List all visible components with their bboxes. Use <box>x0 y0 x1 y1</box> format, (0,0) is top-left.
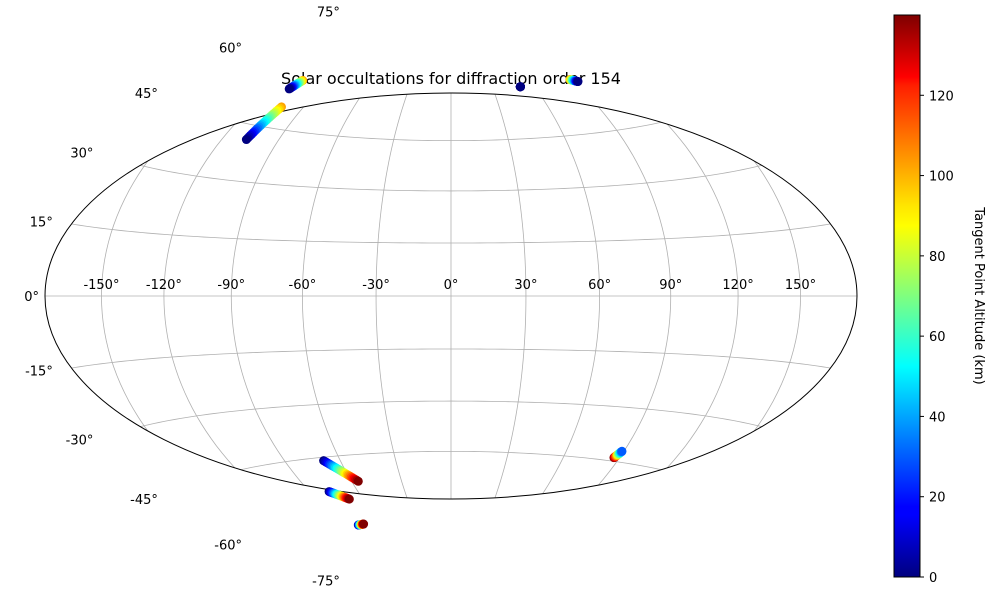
occultation-point <box>359 519 369 529</box>
colorbar-gradient <box>893 14 921 578</box>
colorbar-tick-label: 20 <box>929 491 946 506</box>
latitude-tick-label: -60° <box>214 539 242 554</box>
longitude-tick-label: 30° <box>514 278 537 293</box>
colorbar-ticks: 0 20 40 60 80 100 120 <box>920 89 954 586</box>
longitude-tick-label: -30° <box>362 278 390 293</box>
occultation-point <box>344 494 354 504</box>
latitude-tick-label: 75° <box>317 6 340 21</box>
colorbar: 0 20 40 60 80 100 120 Tangent Point Altitude (… <box>893 14 986 586</box>
latitude-tick-label: -15° <box>25 364 53 379</box>
occultation-point <box>515 82 525 92</box>
longitude-tick-label: 90° <box>659 278 682 293</box>
colorbar-tick-label: 0 <box>929 571 937 586</box>
map-boundary <box>44 92 858 500</box>
latitude-tick-label: -30° <box>66 434 94 449</box>
latitude-tick-label: 45° <box>135 87 158 102</box>
longitude-tick-label: 0° <box>444 278 459 293</box>
gridlines <box>45 19 857 573</box>
parallel-line <box>99 400 803 440</box>
occultation-point <box>573 77 583 87</box>
colorbar-label: Tangent Point Altitude (km) <box>971 206 986 384</box>
latitude-tick-label: -45° <box>130 493 158 508</box>
latitude-tick-label: 15° <box>30 216 53 231</box>
latitude-tick-label: 30° <box>70 146 93 161</box>
chart-title: Solar occultations for diffraction order… <box>281 69 621 88</box>
parallel-line <box>58 221 844 244</box>
parallel-line <box>99 152 803 192</box>
latitude-tick-label: 60° <box>219 41 242 56</box>
occultation-point <box>284 84 294 94</box>
occultation-point <box>617 446 627 456</box>
occultation-points <box>241 75 627 530</box>
colorbar-tick-label: 120 <box>929 89 954 104</box>
latitude-tick-label: 0° <box>24 290 39 305</box>
parallel-line <box>247 498 655 499</box>
longitude-tick-label: 60° <box>588 278 611 293</box>
occultation-point <box>241 135 251 145</box>
parallel-line <box>58 348 844 371</box>
latitude-tick-label: -75° <box>312 574 340 589</box>
longitude-tick-label: 120° <box>722 278 753 293</box>
longitude-tick-labels: -150° -120° -90° -60° -30° 0° 30° 60° 90° 120° 150… <box>83 278 816 293</box>
longitude-tick-label: -60° <box>289 278 317 293</box>
colorbar-tick-label: 100 <box>929 170 954 185</box>
colorbar-tick-label: 40 <box>929 410 946 425</box>
parallel-line <box>346 543 556 573</box>
map-area: -150° -120° -90° -60° -30° 0° 30° 60° 90° 120° 150… <box>24 6 858 590</box>
longitude-tick-label: 150° <box>785 278 816 293</box>
longitude-tick-label: -150° <box>83 278 119 293</box>
occultation-point <box>353 476 363 486</box>
latitude-tick-labels: 75° 60° 45° 30° 15° 0° -15° -30° -45° -60° -75° <box>24 6 340 590</box>
colorbar-tick-label: 60 <box>929 330 946 345</box>
parallel-line <box>346 19 556 49</box>
longitude-tick-label: -90° <box>217 278 245 293</box>
longitude-tick-label: -120° <box>146 278 182 293</box>
colorbar-tick-label: 80 <box>929 250 946 265</box>
